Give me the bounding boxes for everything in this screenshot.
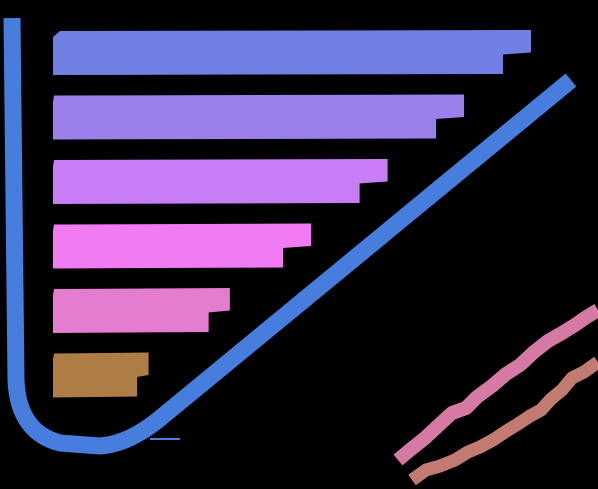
bar-group: [53, 30, 531, 398]
bar-3: [53, 159, 388, 204]
bar-5: [53, 288, 230, 333]
brown-scribble-icon: [408, 356, 598, 486]
bar-6: [53, 352, 149, 398]
pink-scribble-icon: [393, 304, 598, 466]
bar-1: [53, 30, 531, 75]
bar-2: [53, 94, 465, 140]
rounded-corner-stroke-icon: [3, 17, 577, 455]
bar-4: [53, 223, 312, 269]
